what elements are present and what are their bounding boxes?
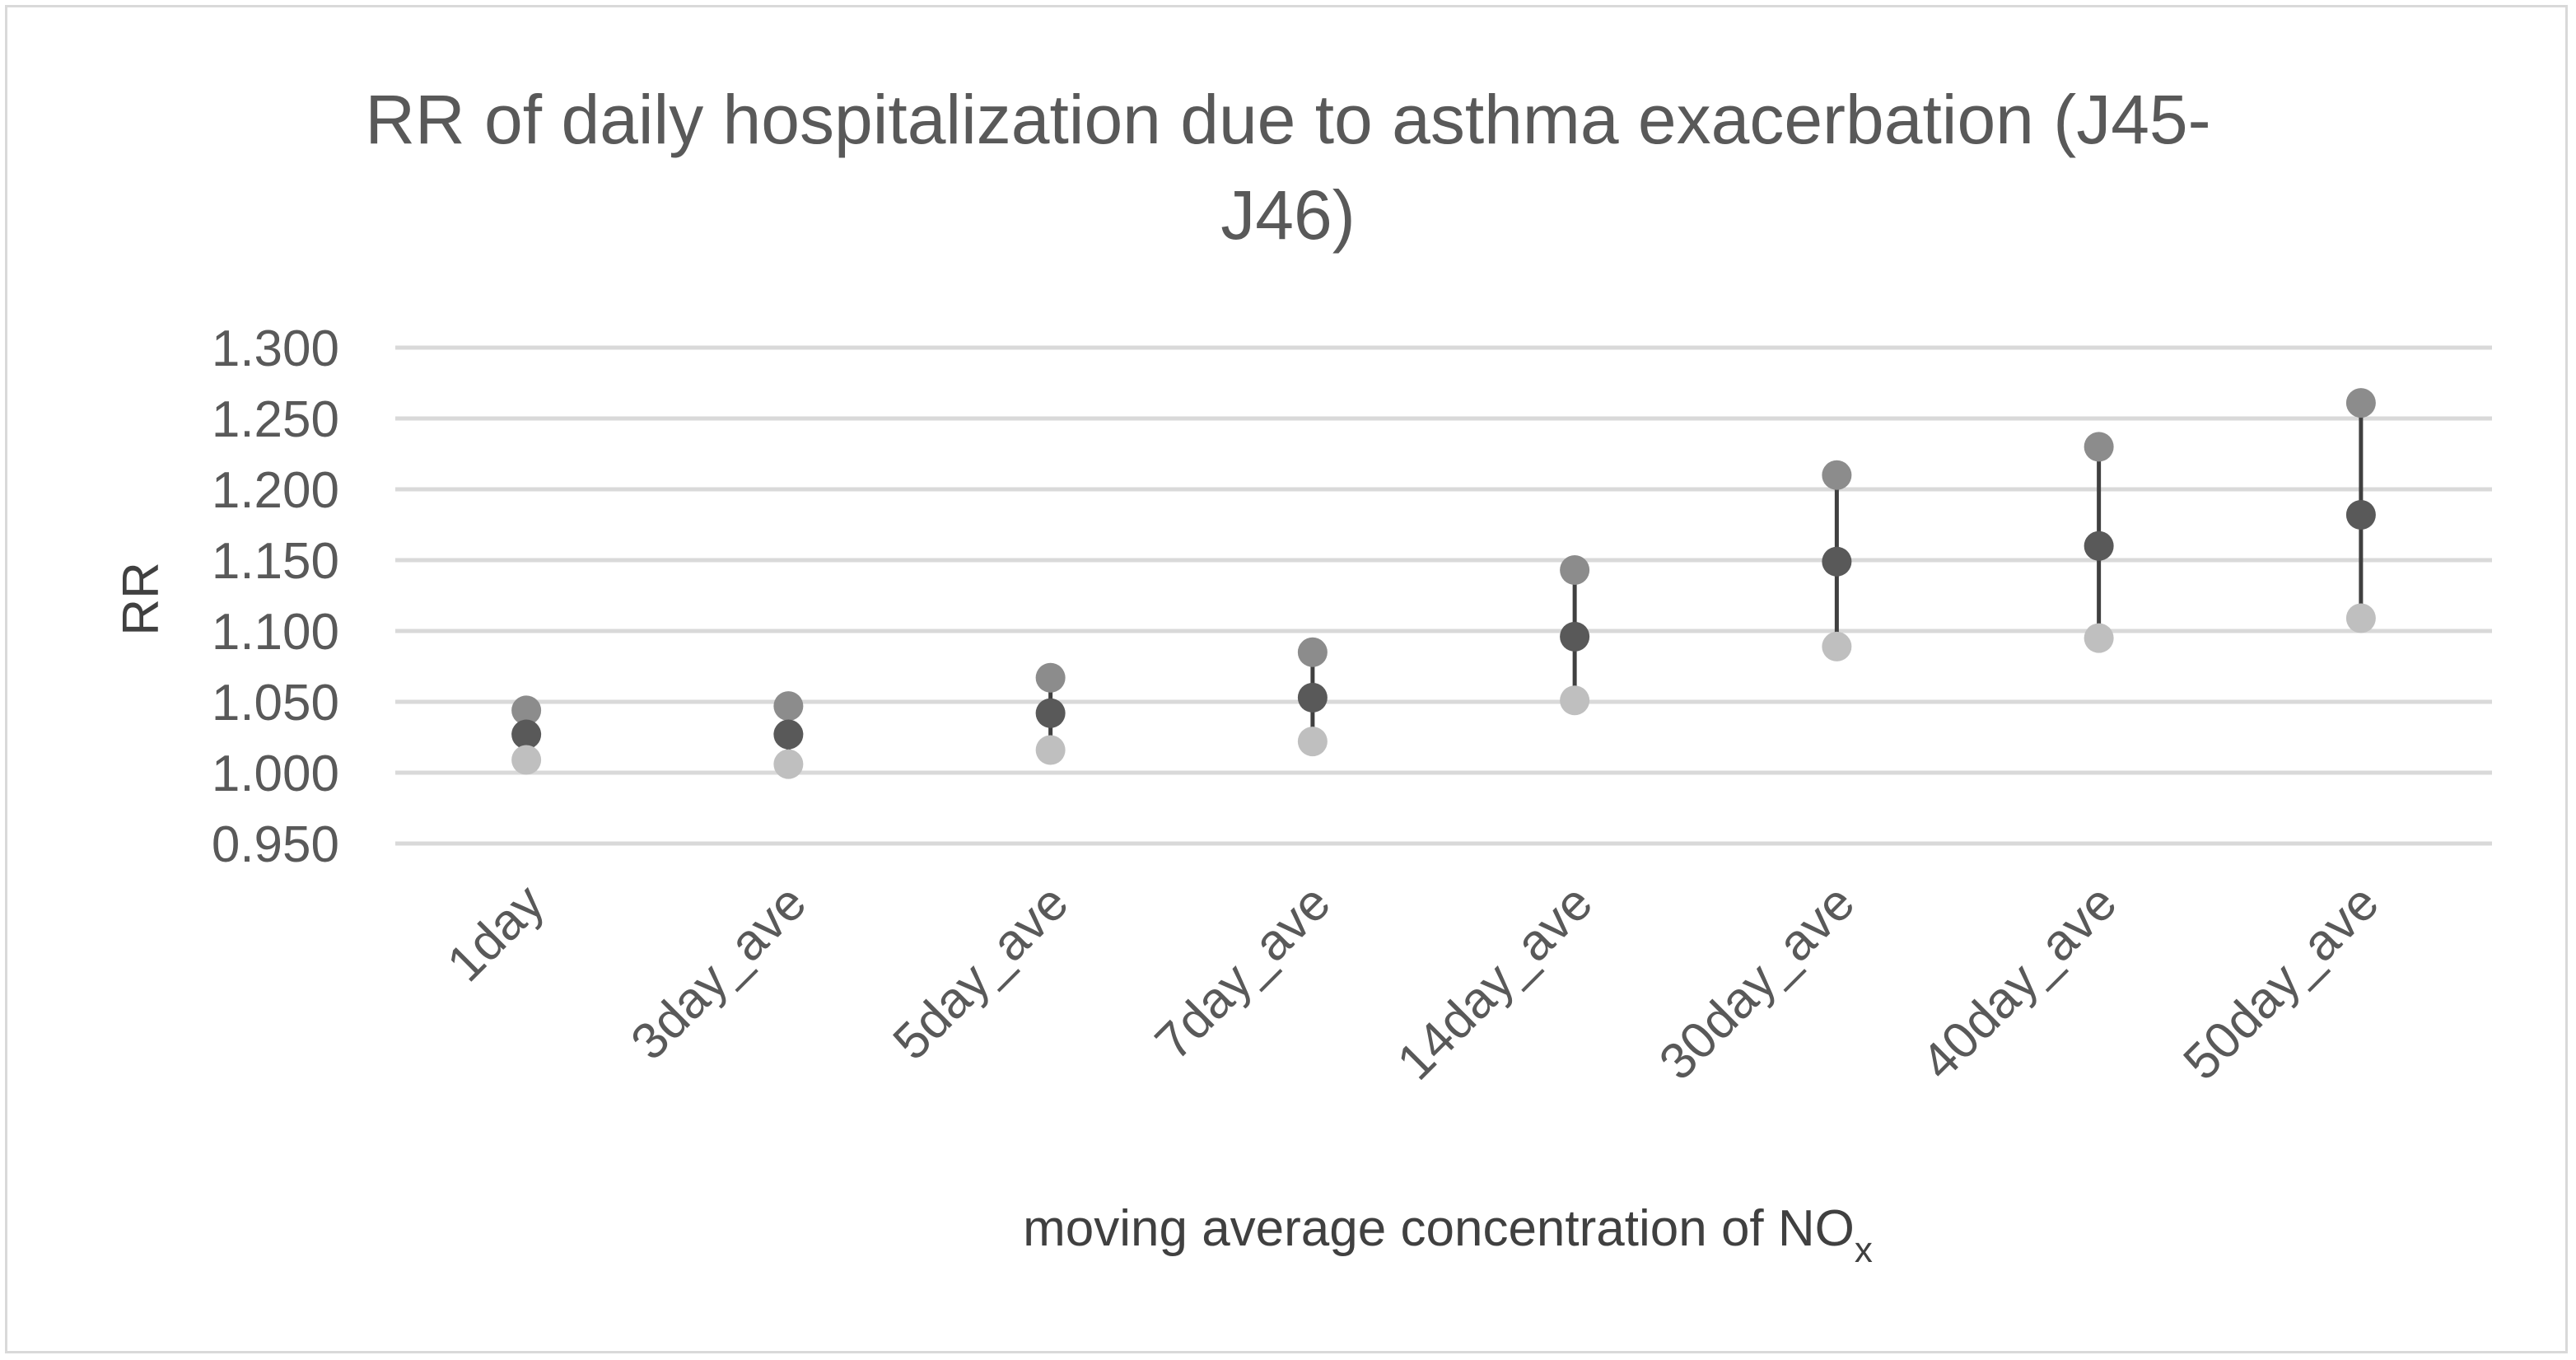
- point-lower: [2084, 623, 2114, 653]
- point-RR: [1035, 698, 1066, 728]
- y-tick-label: 0.950: [212, 816, 339, 873]
- point-lower: [2345, 603, 2376, 633]
- point-RR: [773, 719, 804, 750]
- y-tick-labels: 0.950 1.000 1.050 1.100 1.150 1.200 1.250 1.300: [212, 320, 339, 873]
- x-tick-label: 30day_ave: [1649, 874, 1865, 1091]
- point-upper: [2084, 432, 2114, 462]
- point-upper: [773, 691, 804, 722]
- x-tick-label: 5day_ave: [883, 874, 1080, 1071]
- point-upper: [1560, 555, 1590, 586]
- x-axis-title-subscript: x: [1855, 1230, 1873, 1270]
- point-upper: [1035, 662, 1066, 693]
- x-tick-label: 1day: [436, 874, 555, 993]
- y-tick-label: 1.250: [212, 391, 339, 448]
- point-upper: [1297, 637, 1328, 667]
- point-RR: [511, 719, 542, 750]
- point-lower: [773, 749, 804, 779]
- point-lower: [1035, 735, 1066, 765]
- x-tick-label: 40day_ave: [1911, 874, 2127, 1091]
- point-upper: [1822, 460, 1852, 490]
- point-RR: [2345, 499, 2376, 530]
- y-tick-label: 1.100: [212, 604, 339, 661]
- point-lower: [1822, 631, 1852, 661]
- chart-title-line2: J46): [1220, 176, 1355, 254]
- x-tick-label: 3day_ave: [620, 874, 817, 1071]
- y-tick-label: 1.050: [212, 675, 339, 731]
- x-tick-label: 14day_ave: [1387, 874, 1603, 1091]
- point-upper: [2345, 388, 2376, 418]
- point-RR: [1822, 546, 1852, 577]
- point-RR: [1560, 621, 1590, 652]
- y-axis-title: RR: [113, 562, 170, 636]
- point-RR: [1297, 682, 1328, 713]
- chart-frame: [5, 5, 2568, 1353]
- x-tick-labels: 1day 3day_ave 5day_ave 7day_ave 14day_ave 30d…: [436, 874, 2390, 1091]
- point-lower: [1297, 727, 1328, 757]
- point-RR: [2084, 530, 2114, 561]
- point-lower: [1560, 685, 1590, 716]
- data-points: [511, 388, 2376, 779]
- chart-title-line1: RR of daily hospitalization due to asthm…: [365, 81, 2210, 158]
- y-tick-label: 1.000: [212, 745, 339, 802]
- x-tick-label: 50day_ave: [2172, 874, 2389, 1091]
- point-upper: [511, 695, 542, 726]
- y-tick-label: 1.300: [212, 320, 339, 377]
- x-axis-title: moving average concentration of NOx: [1023, 1200, 1873, 1270]
- y-tick-label: 1.200: [212, 462, 339, 519]
- x-axis-title-main: moving average concentration of NO: [1023, 1200, 1855, 1257]
- x-tick-label: 7day_ave: [1145, 874, 1342, 1071]
- gridlines: [395, 345, 2492, 846]
- point-lower: [511, 745, 542, 775]
- y-tick-label: 1.150: [212, 533, 339, 590]
